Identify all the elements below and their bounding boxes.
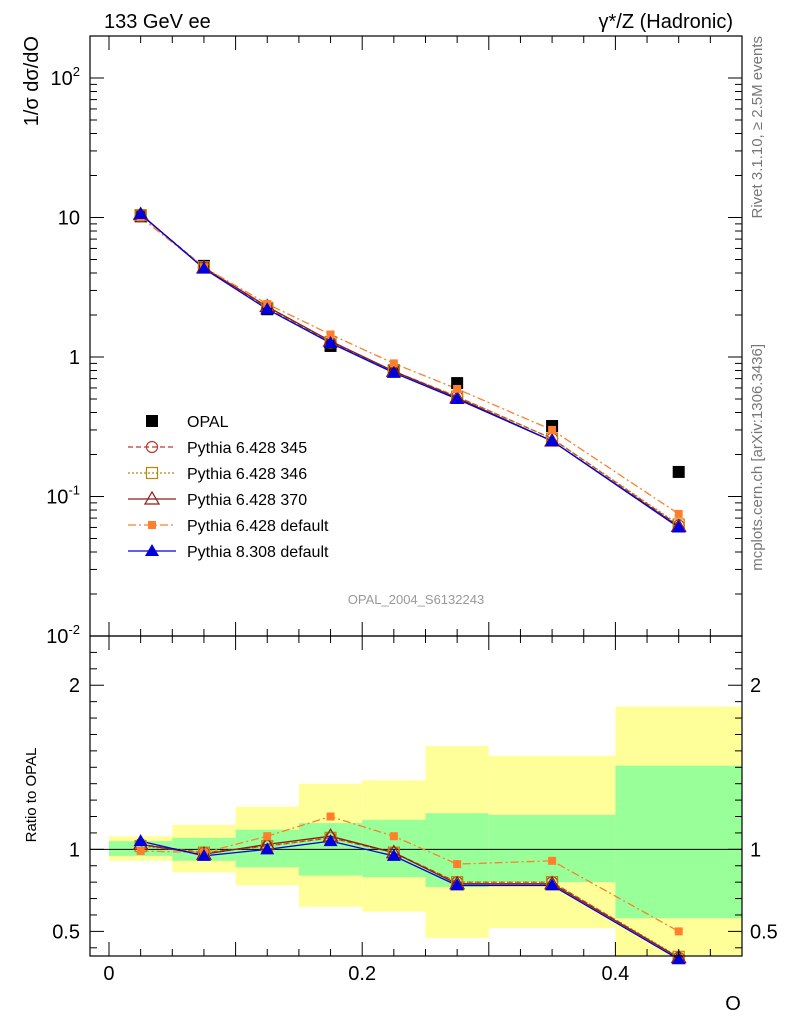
legend-label-pythia-8-308-default: Pythia 8.308 default xyxy=(187,544,329,561)
ratio-point-pythia-6-428-default-4 xyxy=(389,832,398,841)
ratio-point-pythia-8-308-default-3 xyxy=(323,834,338,847)
ratio-line-pythia-8-308-default xyxy=(140,840,680,960)
legend-marker-pythia-6-428-370 xyxy=(143,490,161,505)
main-plot-area xyxy=(90,36,742,636)
series-lines xyxy=(140,213,680,960)
ratio-y-axis-label: Ratio to OPAL xyxy=(23,748,40,843)
ratio-ytick-label-right: 1 xyxy=(750,839,761,861)
legend-marker-pythia-8-308-default xyxy=(145,544,159,556)
ratio-ytick-label-left: 1 xyxy=(69,839,80,861)
main-point-pythia-6-428-default-4 xyxy=(389,359,398,368)
ratio-ytick-label-left: 2 xyxy=(69,675,80,697)
main-point-pythia-8-308-default-0 xyxy=(133,206,148,219)
ratio-point-pythia-8-308-default-4 xyxy=(386,848,401,861)
ratio-point-pythia-8-308-default-5 xyxy=(450,878,465,891)
main-ytick-label: 102 xyxy=(51,64,80,90)
source-label: mcplots.cern.ch [arXiv:1306.3436] xyxy=(749,344,766,571)
main-point-pythia-6-428-default-7 xyxy=(674,509,683,518)
main-line-pythia-8-308-default xyxy=(140,213,680,528)
band-inner-5 xyxy=(425,813,489,888)
main-point-pythia-8-308-default-5 xyxy=(450,391,465,404)
ratio-frame xyxy=(89,635,743,957)
legend-label-pythia-6-428-345: Pythia 6.428 345 xyxy=(187,440,307,457)
main-point-pythia-8-308-default-3 xyxy=(323,335,338,348)
ratio-point-pythia-6-428-default-7 xyxy=(674,927,683,936)
legend-label-pythia-6-428-370: Pythia 6.428 370 xyxy=(187,492,307,509)
ratio-point-pythia-8-308-default-2 xyxy=(260,842,275,855)
legend-marker-pythia-6-428-346 xyxy=(145,466,159,480)
main-line-pythia-6-428-default xyxy=(140,216,680,515)
x-axis-label: O xyxy=(725,993,741,1015)
ratio-ytick-label-right: 0.5 xyxy=(750,921,778,943)
ratio-point-pythia-6-428-default-2 xyxy=(263,832,272,841)
header-right: γ*/Z (Hadronic) xyxy=(599,11,733,33)
main-panel xyxy=(90,36,742,636)
axis-ticks: 10-2 10-1 1 10 102 0 0.2 0.4 0.5 0.5 1 1 2 2 xyxy=(46,35,778,985)
main-y-axis-label: 1/σ dσ/dO xyxy=(21,36,43,126)
ratio-point-pythia-6-428-default-6 xyxy=(548,856,557,865)
ratio-xtick-label: 0.2 xyxy=(348,963,376,985)
main-point-pythia-8-308-default-6 xyxy=(545,433,560,446)
legend: OPAL Pythia 6.428 345 Pythia 6.428 346 Pyth… xyxy=(128,414,329,561)
legend-marker-pythia-6-428-345 xyxy=(145,440,159,454)
main-ytick-label: 10-2 xyxy=(46,622,80,648)
ratio-point-pythia-6-428-default-0 xyxy=(136,846,145,855)
ratio-xtick-label: 0.4 xyxy=(601,963,629,985)
main-ytick-label: 1 xyxy=(69,347,80,369)
ratio-ytick-label-right: 2 xyxy=(750,675,761,697)
legend-label-pythia-6-428-default: Pythia 6.428 default xyxy=(187,518,329,535)
legend-marker-pythia-6-428-default xyxy=(148,521,156,529)
ratio-point-pythia-8-308-default-1 xyxy=(196,848,211,861)
rivet-label: Rivet 3.1.10, ≥ 2.5M events xyxy=(749,36,766,219)
panel-frames xyxy=(89,35,743,957)
header-left: 133 GeV ee xyxy=(104,11,211,33)
ratio-uncertainty-bands xyxy=(90,706,742,956)
band-inner-6 xyxy=(488,814,616,883)
ratio-point-pythia-8-308-default-6 xyxy=(545,878,560,891)
main-point-pythia-6-428-default-6 xyxy=(548,425,557,434)
ratio-ytick-label-left: 0.5 xyxy=(52,921,80,943)
main-point-pythia-8-308-default-1 xyxy=(196,261,211,274)
main-ytick-label: 10 xyxy=(58,207,80,229)
ratio-point-pythia-8-308-default-0 xyxy=(133,834,148,847)
main-point-pythia-6-428-default-3 xyxy=(326,330,335,339)
ratio-line-pythia-6-428-default xyxy=(140,815,680,932)
ratio-line-pythia-6-428-370 xyxy=(140,835,680,959)
band-inner-7 xyxy=(615,765,742,919)
ratio-line-pythia-6-428-345 xyxy=(140,837,680,959)
main-point-pythia-8-308-default-2 xyxy=(260,302,275,315)
legend-marker-opal xyxy=(146,415,158,427)
main-ytick-label: 10-1 xyxy=(46,482,80,508)
ratio-line-pythia-6-428-346 xyxy=(140,837,680,958)
ratio-point-pythia-8-308-default-7 xyxy=(671,952,686,965)
ratio-point-pythia-6-428-default-3 xyxy=(326,812,335,821)
analysis-id: OPAL_2004_S6132243 xyxy=(348,592,484,607)
legend-label-pythia-6-428-346: Pythia 6.428 346 xyxy=(187,466,307,483)
series-markers xyxy=(132,206,687,965)
ratio-xtick-label: 0 xyxy=(103,963,114,985)
main-point-pythia-8-308-default-7 xyxy=(671,520,686,533)
main-point-opal-7 xyxy=(672,465,685,478)
main-point-pythia-6-428-default-5 xyxy=(453,384,462,393)
legend-label-opal: OPAL xyxy=(187,414,229,431)
ratio-point-pythia-6-428-default-5 xyxy=(453,860,462,869)
main-point-pythia-8-308-default-4 xyxy=(386,365,401,378)
band-inner-4 xyxy=(362,819,426,878)
